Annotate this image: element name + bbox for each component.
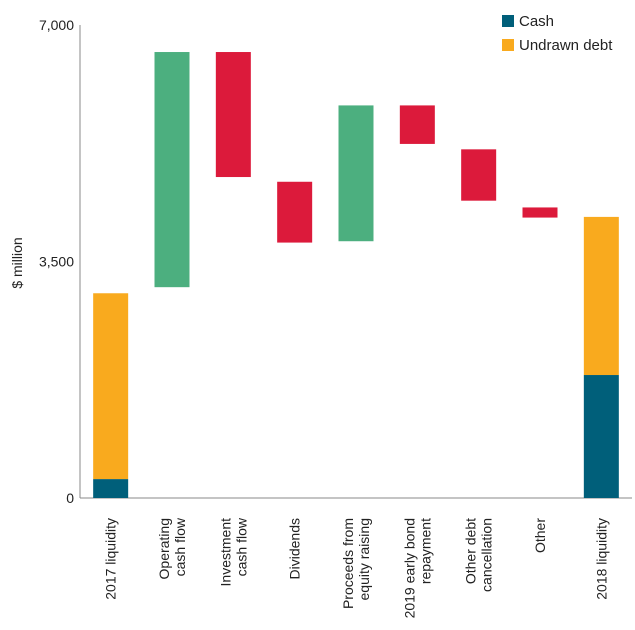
bar-segment-undrawn-debt xyxy=(93,293,129,480)
x-tick-label: Operating cash flow xyxy=(156,517,188,579)
x-tick-label-line: repayment xyxy=(417,518,433,584)
bar-decrease xyxy=(277,181,313,243)
bar-segment-cash xyxy=(93,479,129,498)
y-tick-label: 3,500 xyxy=(39,254,74,270)
y-tick-label: 0 xyxy=(66,490,74,506)
x-tick-label: 2018 liquidity xyxy=(593,518,609,600)
x-tick-label-line: Dividends xyxy=(287,518,303,579)
x-tick-label-line: Other xyxy=(532,518,548,553)
bar-increase xyxy=(338,105,374,242)
legend: Cash Undrawn debt xyxy=(502,13,613,54)
bar-decrease xyxy=(215,52,251,178)
x-tick-label: Investment cash flow xyxy=(217,517,249,586)
x-tick-label: Proceeds from equity raising xyxy=(340,518,372,609)
bar-decrease xyxy=(461,149,497,201)
x-tick-label-line: Other debt xyxy=(463,518,479,584)
x-tick-label-line: Operating xyxy=(156,518,172,579)
x-tick-label: Other debt cancellation xyxy=(463,518,495,592)
x-tick-label-line: cash flow xyxy=(233,517,249,576)
bar-segment-cash xyxy=(583,375,619,498)
bar-decrease xyxy=(522,207,558,218)
x-tick-label-line: Investment xyxy=(217,518,233,587)
legend-label: Undrawn debt xyxy=(519,37,613,54)
bar-segment-undrawn-debt xyxy=(583,216,619,376)
legend-swatch xyxy=(502,39,514,51)
x-tick-label: 2017 liquidity xyxy=(103,518,119,600)
y-axis-label: $ million xyxy=(9,237,25,288)
bar-increase xyxy=(154,52,190,288)
x-tick-label-line: 2018 liquidity xyxy=(593,518,609,600)
x-tick-label-line: cash flow xyxy=(172,517,188,576)
bar-decrease xyxy=(399,105,435,144)
category-labels: 2017 liquidity Operating cash flow Investme… xyxy=(103,517,610,618)
legend-label: Cash xyxy=(519,13,554,30)
x-tick-label: 2019 early bond repayment xyxy=(401,518,433,619)
x-tick-label: Other xyxy=(532,518,548,553)
x-tick-label: Dividends xyxy=(287,518,303,579)
y-tick-label: 7,000 xyxy=(39,17,74,33)
x-tick-label-line: Proceeds from xyxy=(340,518,356,609)
x-tick-label-line: cancellation xyxy=(479,518,495,592)
x-tick-label-line: equity raising xyxy=(356,518,372,601)
x-tick-label-line: 2017 liquidity xyxy=(103,518,119,600)
axes: 0 3,500 7,000 $ million xyxy=(9,17,632,506)
x-tick-label-line: 2019 early bond xyxy=(401,518,417,618)
bars xyxy=(93,52,619,498)
legend-swatch xyxy=(502,15,514,27)
